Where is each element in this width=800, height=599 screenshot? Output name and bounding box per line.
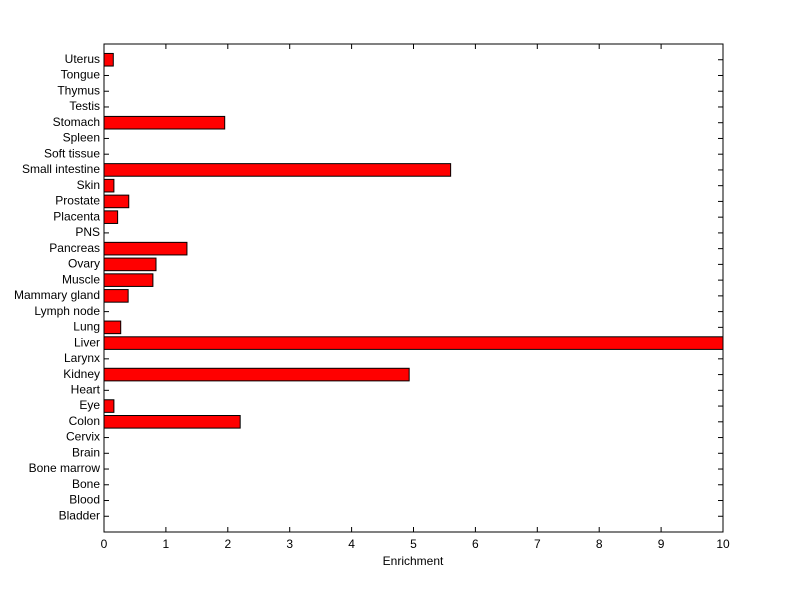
x-tick-label: 3 [286,537,293,551]
y-tick-label: Muscle [62,272,100,286]
y-tick-label: Small intestine [22,162,100,176]
bar [103,257,157,272]
y-tick-label: Bone marrow [29,461,101,475]
x-tick-label: 7 [534,537,541,551]
bar [103,399,115,413]
y-tick-label: Ovary [68,257,100,271]
y-tick-label: Cervix [66,430,100,444]
y-tick-label: Tongue [61,68,101,82]
y-tick-label: Testis [69,99,100,113]
x-tick-label: 1 [163,537,170,551]
x-tick-label: 8 [596,537,603,551]
y-tick-label: Lymph node [34,304,100,318]
bar [103,241,188,256]
bar [103,320,122,335]
x-tick-label: 2 [224,537,231,551]
y-tick-label: Soft tissue [44,146,100,160]
bar [103,273,154,287]
bar [103,336,724,350]
y-tick-label: Thymus [57,83,100,97]
y-tick-label: Bladder [59,508,100,522]
y-tick-label: Spleen [63,131,100,145]
y-tick-label: Stomach [53,115,100,129]
y-tick-label: Heart [71,382,101,396]
plot-frame [103,43,724,533]
bar [103,178,115,193]
y-tick-label: Bone [72,477,100,491]
bar [103,163,452,177]
x-tick-label: 5 [410,537,417,551]
x-tick-label: 9 [658,537,665,551]
y-tick-label: Blood [69,493,100,507]
y-tick-label: PNS [75,225,100,239]
y-tick-label: Uterus [65,52,100,66]
x-axis-label: Enrichment [383,554,444,568]
x-tick-label: 10 [716,537,730,551]
bar [103,194,130,209]
y-tick-label: Liver [74,335,100,349]
y-tick-label: Skin [77,178,100,192]
x-tick-label: 6 [472,537,479,551]
y-tick-label: Colon [69,414,100,428]
y-tick-label: Lung [73,320,100,334]
y-tick-label: Kidney [63,367,100,381]
y-tick-label: Mammary gland [14,288,100,302]
y-tick-label: Placenta [53,209,100,223]
y-tick-label: Pancreas [49,241,100,255]
y-tick-label: Eye [79,398,100,412]
y-tick-label: Brain [72,445,100,459]
bar [103,52,114,67]
bar [103,210,119,224]
y-tick-label: Larynx [64,351,100,365]
bar [103,367,410,382]
x-tick-label: 0 [101,537,108,551]
bar [103,415,241,429]
x-tick-label: 4 [348,537,355,551]
bar [103,115,226,130]
bar [103,289,129,303]
y-tick-label: Prostate [55,194,100,208]
